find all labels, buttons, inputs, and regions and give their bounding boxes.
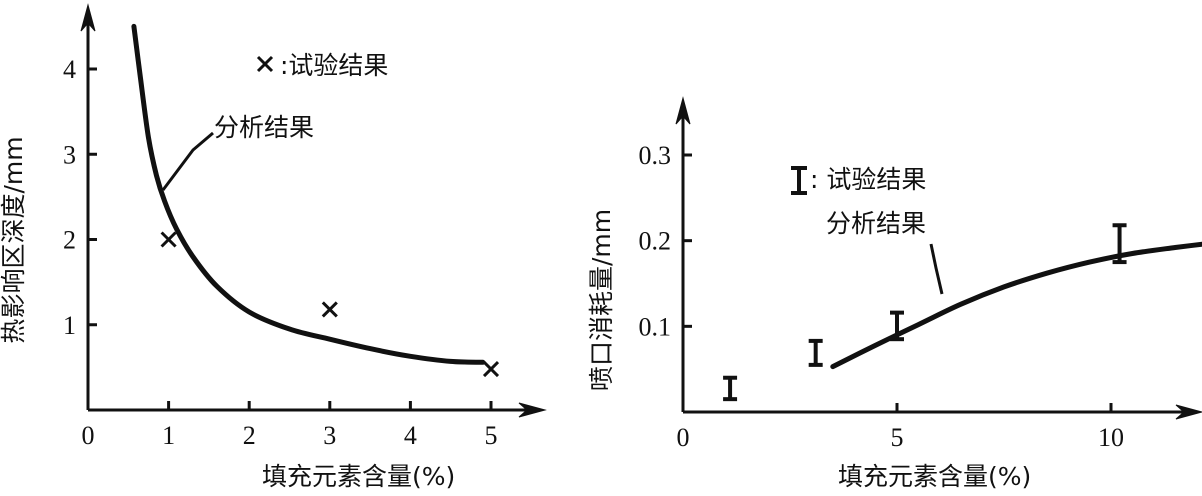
right-x-tick-label: 0 <box>677 423 690 452</box>
left-test-point <box>321 301 338 318</box>
right-legend-marker-label: : 试验结果 <box>810 165 926 194</box>
right-x-arrow <box>1175 404 1202 420</box>
left-x-arrow <box>518 402 547 418</box>
right-ylabel: 喷口消耗量/mm <box>587 209 616 391</box>
left-x-tick-label: 1 <box>162 421 175 450</box>
right-ticks: 0 5 10 0.1 0.2 0.3 <box>639 141 1125 452</box>
right-x-tick-label: 10 <box>1098 423 1124 452</box>
left-y-tick-label: 3 <box>63 140 76 169</box>
left-legend-cross-stroke <box>256 55 274 73</box>
left-analysis-curve <box>131 23 486 365</box>
left-ylabel: 热影响区深度/mm <box>0 136 28 343</box>
right-legend-errorbar-icon <box>791 166 807 195</box>
left-series <box>131 23 500 378</box>
right-xlabel: 填充元素含量(%) <box>838 462 1031 491</box>
right-legend: : 试验结果 分析结果 <box>791 165 944 295</box>
left-x-tick-label: 4 <box>404 421 417 450</box>
left-x-tick-label: 3 <box>323 421 336 450</box>
right-test-errorbar <box>808 338 823 367</box>
left-test-point <box>160 231 177 248</box>
right-legend-curve-label: 分析结果 <box>826 209 926 238</box>
left-y-tick-label: 2 <box>63 226 76 255</box>
left-test-point-stroke <box>321 301 338 318</box>
left-legend: :试验结果 分析结果 <box>161 51 388 191</box>
left-chart: 0 1 2 3 4 5 1 2 3 4 :试验结果 分析结果 填充元素含量(%) 热影响区深度/m… <box>0 3 547 491</box>
left-test-point <box>482 361 500 378</box>
right-chart: 0 5 10 0.1 0.2 0.3 : 试验结果 分析结果 填充元素含量(%) 喷口消耗… <box>587 96 1202 491</box>
right-test-errorbar <box>723 375 738 402</box>
right-y-arrow <box>675 96 691 125</box>
left-ticks: 0 1 2 3 4 5 1 2 3 4 <box>63 55 498 450</box>
right-y-tick-label: 0.1 <box>639 312 672 341</box>
right-analysis-curve <box>830 241 1202 370</box>
left-y-tick-label: 1 <box>63 311 76 340</box>
right-curve-leader-line <box>929 243 944 295</box>
left-legend-curve-label: 分析结果 <box>214 113 314 142</box>
left-test-point-stroke <box>482 361 500 378</box>
left-axes <box>80 3 547 418</box>
left-xlabel: 填充元素含量(%) <box>262 462 455 491</box>
left-curve-leader-line <box>161 131 214 191</box>
right-y-tick-label: 0.2 <box>639 227 672 256</box>
left-y-arrow <box>80 3 96 32</box>
left-y-tick-label: 4 <box>63 55 76 84</box>
left-x-tick-label: 0 <box>82 421 95 450</box>
left-x-tick-label: 5 <box>485 421 498 450</box>
right-series <box>723 223 1202 402</box>
right-x-tick-label: 5 <box>891 423 904 452</box>
left-test-point-stroke <box>160 231 177 248</box>
left-legend-cross-icon <box>256 55 274 73</box>
left-x-tick-label: 2 <box>243 421 256 450</box>
right-axes <box>675 96 1202 420</box>
left-legend-marker-label: :试验结果 <box>280 51 388 80</box>
right-y-tick-label: 0.3 <box>639 141 672 170</box>
